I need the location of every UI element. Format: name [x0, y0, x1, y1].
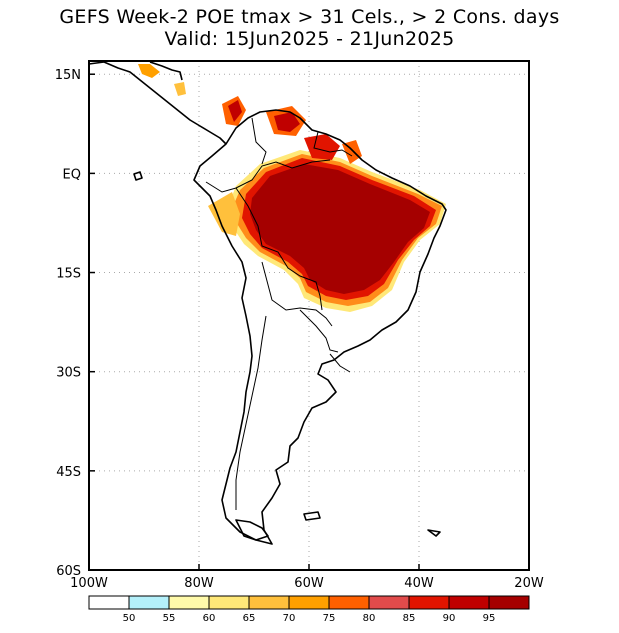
falkland-islands — [303, 511, 321, 521]
colorbar-label: 60 — [203, 613, 216, 624]
x-tick-label: 20W — [514, 576, 544, 591]
border-paraguay — [299, 309, 339, 353]
probability-shading — [138, 64, 446, 312]
colorbar-swatch — [88, 595, 130, 610]
y-tick-label: 45S — [56, 465, 81, 480]
border-ecuador-peru — [205, 181, 237, 193]
y-tick-label: 30S — [56, 366, 81, 381]
colorbar-label: 70 — [283, 613, 296, 624]
map-title-line-2: Valid: 15Jun2025 - 21Jun2025 — [164, 28, 455, 50]
colorbar: 50 55 60 65 70 75 80 85 90 95 — [88, 595, 530, 624]
shade-west-fringe — [208, 192, 240, 236]
colorbar-swatch — [168, 595, 210, 610]
colorbar-label: 90 — [443, 613, 456, 624]
y-tick-label: 15N — [55, 68, 81, 83]
coastlines — [88, 61, 447, 545]
border-chile-argentina — [235, 315, 267, 510]
border-colombia-venezuela — [251, 117, 267, 165]
y-tick-label: 60S — [56, 564, 81, 579]
colorbar-swatch — [328, 595, 370, 610]
galapagos — [133, 171, 143, 181]
y-tick-label: EQ — [63, 167, 81, 182]
colorbar-label: 75 — [323, 613, 336, 624]
south-georgia — [427, 529, 441, 537]
colorbar-label: 80 — [363, 613, 376, 624]
border-guianas — [313, 131, 353, 157]
colorbar-label: 50 — [123, 613, 136, 624]
shade-central-america — [138, 64, 160, 78]
x-tick-label: 40W — [404, 576, 434, 591]
south-america-coastline — [193, 109, 447, 545]
colorbar-swatch — [488, 595, 530, 610]
y-axis-ticks: 15N EQ 15S 30S 45S 60S — [55, 68, 95, 579]
colorbar-swatch — [408, 595, 450, 610]
x-tick-label: 60W — [294, 576, 324, 591]
country-borders — [205, 117, 353, 510]
x-tick-label: 80W — [184, 576, 214, 591]
x-tick-label: 100W — [70, 576, 108, 591]
colorbar-swatch — [208, 595, 250, 610]
border-amazon-north — [235, 159, 331, 189]
colorbar-label: 65 — [243, 613, 256, 624]
map-title-line-1: GEFS Week-2 POE tmax > 31 Cels., > 2 Con… — [59, 6, 560, 28]
yucatan-coastline — [149, 61, 183, 81]
colorbar-swatch — [128, 595, 170, 610]
shade-yucatan — [174, 82, 186, 96]
border-peru-brazil — [235, 187, 323, 311]
colorbar-label: 85 — [403, 613, 416, 624]
shade-north-patch-4 — [274, 112, 300, 132]
border-uruguay — [329, 353, 351, 373]
central-america-coastline — [88, 61, 227, 145]
tierra-del-fuego — [235, 519, 269, 541]
colorbar-swatch — [248, 595, 290, 610]
colorbar-swatch — [288, 595, 330, 610]
x-axis-ticks: 100W 80W 60W 40W 20W — [70, 564, 544, 591]
colorbar-swatch — [448, 595, 490, 610]
shade-north-patch-5 — [304, 134, 340, 160]
shade-95 — [250, 164, 430, 294]
shade-north-patch-2 — [228, 100, 242, 122]
colorbar-swatch — [368, 595, 410, 610]
colorbar-label: 55 — [163, 613, 176, 624]
y-tick-label: 15S — [56, 267, 81, 282]
colorbar-label: 95 — [483, 613, 496, 624]
border-bolivia — [261, 261, 333, 327]
